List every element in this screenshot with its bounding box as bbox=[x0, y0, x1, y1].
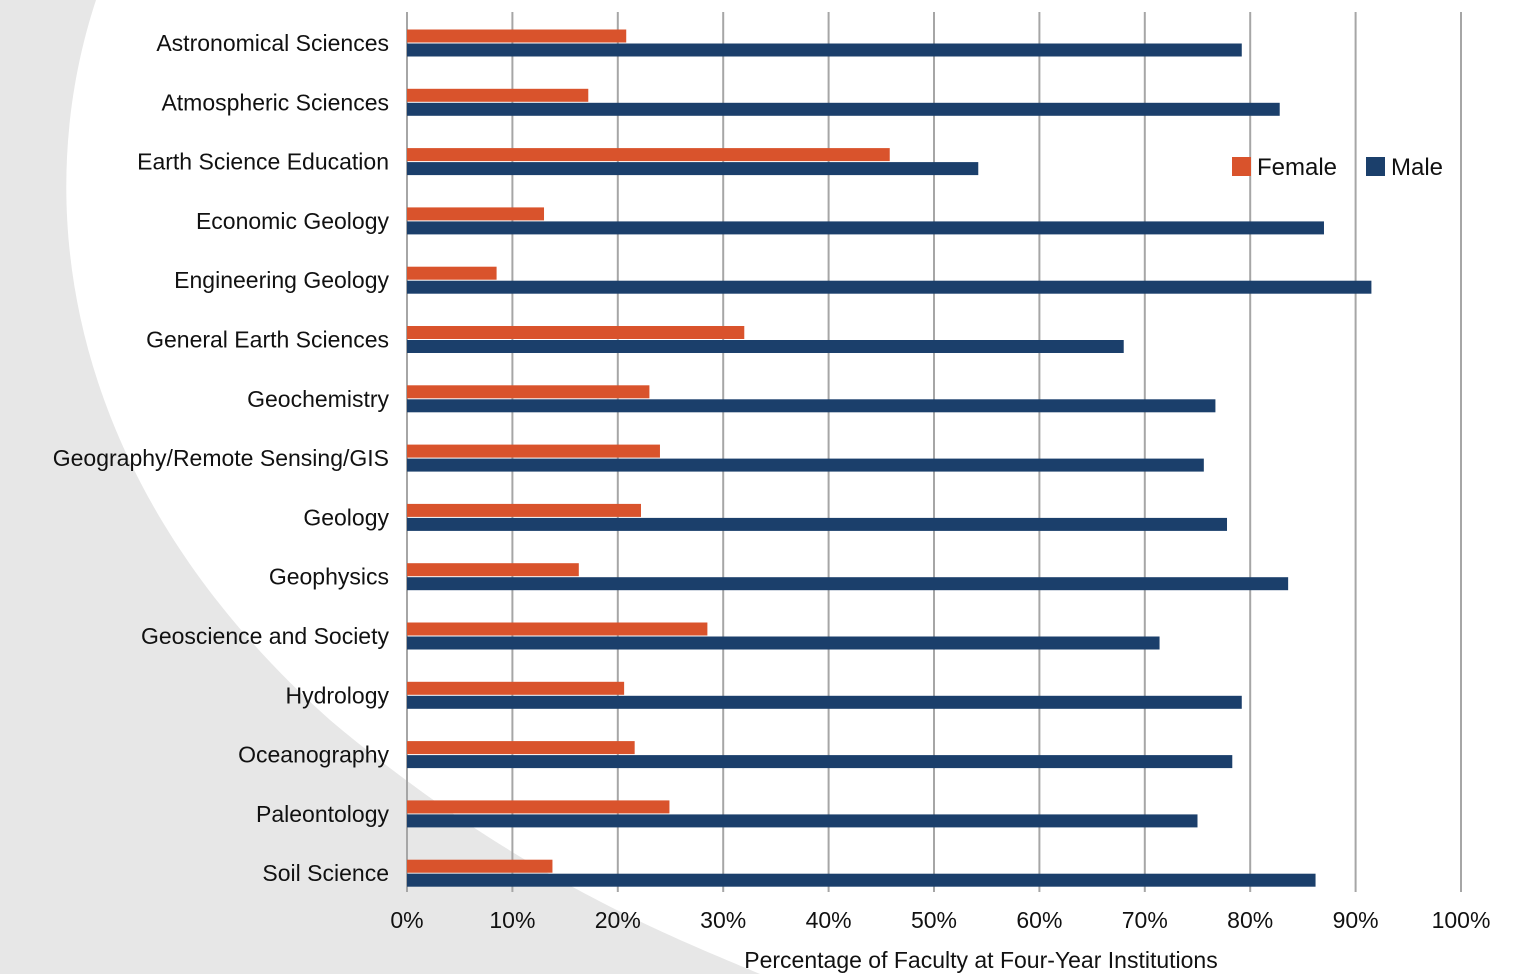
x-tick-label: 50% bbox=[911, 907, 957, 933]
male-bar bbox=[407, 340, 1124, 353]
category-label: Engineering Geology bbox=[174, 267, 389, 293]
x-tick-label: 0% bbox=[390, 907, 423, 933]
female-bar bbox=[407, 207, 545, 221]
bars-layer bbox=[407, 29, 1372, 887]
category-label: Hydrology bbox=[285, 682, 389, 708]
male-bar bbox=[407, 43, 1242, 57]
female-bar bbox=[407, 326, 745, 339]
male-bar bbox=[407, 755, 1233, 769]
category-label: Astronomical Sciences bbox=[156, 30, 389, 56]
x-tick-label: 20% bbox=[595, 907, 641, 933]
female-bar bbox=[407, 503, 641, 517]
male-bar bbox=[407, 695, 1242, 709]
legend-swatch-female bbox=[1232, 157, 1251, 176]
male-bar bbox=[407, 636, 1160, 650]
female-bar bbox=[407, 681, 625, 695]
category-label: Geology bbox=[303, 504, 389, 530]
x-tick-label: 80% bbox=[1227, 907, 1273, 933]
category-labels: Astronomical Sciences Atmospheric Science… bbox=[53, 30, 390, 886]
female-bar bbox=[407, 859, 553, 873]
category-label: Economic Geology bbox=[196, 208, 390, 234]
legend-label-male: Male bbox=[1391, 154, 1443, 181]
category-label: Soil Science bbox=[262, 860, 389, 886]
x-tick-label: 10% bbox=[489, 907, 535, 933]
male-bar bbox=[407, 873, 1316, 887]
x-axis-title: Percentage of Faculty at Four-Year Insti… bbox=[744, 947, 1217, 973]
x-tick-label: 60% bbox=[1016, 907, 1062, 933]
female-bar bbox=[407, 29, 627, 43]
male-bar bbox=[407, 517, 1228, 531]
female-bar bbox=[407, 88, 589, 102]
female-bar bbox=[407, 266, 497, 280]
female-bar bbox=[407, 444, 660, 458]
x-tick-label: 90% bbox=[1333, 907, 1379, 933]
category-label: Oceanography bbox=[238, 742, 389, 768]
x-axis-tick-labels: 0% 10% 20% 30% 40% 50% 60% 70% 80% 90% 100% bbox=[390, 907, 1490, 933]
male-bar bbox=[407, 102, 1280, 116]
male-bar bbox=[407, 814, 1198, 828]
category-label: Paleontology bbox=[256, 801, 389, 827]
female-bar bbox=[407, 563, 579, 577]
male-bar bbox=[407, 280, 1372, 294]
male-bar bbox=[407, 577, 1289, 591]
female-bar bbox=[407, 800, 670, 814]
category-label: Geochemistry bbox=[247, 386, 389, 412]
female-bar bbox=[407, 622, 708, 636]
legend-label-female: Female bbox=[1257, 154, 1337, 181]
category-label: Atmospheric Sciences bbox=[161, 89, 389, 115]
category-label: Geoscience and Society bbox=[141, 623, 390, 649]
female-bar bbox=[407, 385, 650, 399]
x-tick-label: 100% bbox=[1432, 907, 1491, 933]
x-tick-label: 70% bbox=[1122, 907, 1168, 933]
female-bar bbox=[407, 148, 890, 162]
x-tick-label: 30% bbox=[700, 907, 746, 933]
legend-swatch-male bbox=[1366, 157, 1385, 176]
category-label: Geography/Remote Sensing/GIS bbox=[53, 445, 389, 471]
male-bar bbox=[407, 162, 979, 176]
legend: Female Male bbox=[1232, 154, 1443, 181]
category-label: Earth Science Education bbox=[137, 149, 389, 175]
female-bar bbox=[407, 741, 635, 755]
category-label: General Earth Sciences bbox=[146, 327, 389, 353]
category-label: Geophysics bbox=[269, 564, 389, 590]
x-tick-label: 40% bbox=[806, 907, 852, 933]
male-bar bbox=[407, 458, 1204, 472]
male-bar bbox=[407, 399, 1216, 413]
male-bar bbox=[407, 221, 1324, 235]
